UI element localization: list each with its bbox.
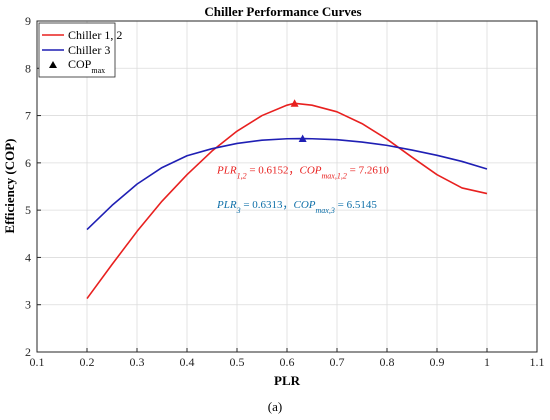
- y-axis-label: Efficiency (COP): [2, 139, 17, 234]
- anno2-eq1: = 0.6313: [241, 199, 283, 211]
- x-tick-label: 0.1: [30, 355, 45, 369]
- y-tick-label: 6: [25, 156, 31, 170]
- anno1-sub2: max,1,2: [322, 171, 347, 180]
- y-tick-label: 7: [25, 109, 31, 123]
- max-marker-chiller-3: [298, 134, 307, 143]
- y-tick-label: 2: [25, 345, 31, 359]
- series-lines: [86, 102, 488, 300]
- x-tick-label: 0.8: [380, 355, 395, 369]
- legend-label-chiller-3: Chiller 3: [68, 43, 110, 57]
- annotation-chiller-1-2: PLR1,2 = 0.6152，COPmax,1,2 = 7.2610: [216, 164, 389, 180]
- anno2-eq2: = 6.5145: [335, 199, 377, 211]
- x-tick-label: 0.7: [330, 355, 345, 369]
- x-tick-label: 0.4: [180, 355, 195, 369]
- y-tick-label: 8: [25, 61, 31, 75]
- anno2-var1: PLR: [216, 199, 237, 211]
- x-tick-label: 1.1: [530, 355, 545, 369]
- anno1-var2: COP: [300, 164, 322, 176]
- anno2-var2: COP: [294, 199, 316, 211]
- max-marker-chiller-1-2: [290, 99, 299, 107]
- anno1-sep: ，: [289, 164, 300, 176]
- x-axis: 0.1 0.2 0.3 0.4 0.5 0.6 0.7 0.8 0.9 1 1.1: [30, 348, 545, 369]
- x-tick-label: 0.6: [280, 355, 295, 369]
- legend-copmax-main: COP: [68, 57, 92, 71]
- anno2-sub1: 3: [236, 205, 241, 214]
- anno2-sub2: max,3: [316, 205, 335, 214]
- figure-caption: (a): [268, 399, 282, 414]
- y-tick-label: 4: [25, 250, 31, 264]
- anno1-sub1: 1,2: [237, 171, 247, 180]
- max-markers: [290, 99, 307, 143]
- legend-copmax-sub: max: [91, 66, 105, 75]
- legend-label-chiller-1-2: Chiller 1, 2: [68, 28, 122, 42]
- y-tick-label: 5: [25, 203, 31, 217]
- anno1-eq1: = 0.6152: [247, 164, 289, 176]
- x-tick-label: 1: [484, 355, 490, 369]
- annotation-chiller-3: PLR3 = 0.6313，COPmax,3 = 6.5145: [216, 199, 377, 215]
- y-axis: 2 3 4 5 6 7 8 9: [25, 14, 41, 359]
- anno1-var1: PLR: [216, 164, 237, 176]
- y-tick-label: 3: [25, 298, 31, 312]
- anno2-sep: ，: [283, 199, 294, 211]
- chart-title: Chiller Performance Curves: [204, 4, 361, 19]
- legend: Chiller 1, 2 Chiller 3 COPmax: [38, 22, 122, 78]
- y-tick-label: 9: [25, 14, 31, 28]
- anno1-eq2: = 7.2610: [347, 164, 389, 176]
- line-chiller-3: [86, 137, 488, 231]
- x-tick-label: 0.9: [430, 355, 445, 369]
- legend-label-copmax: COPmax: [68, 57, 105, 75]
- annotations: PLR1,2 = 0.6152，COPmax,1,2 = 7.2610 PLR3…: [216, 164, 389, 214]
- x-tick-label: 0.3: [130, 355, 145, 369]
- line-chiller-1-2: [86, 102, 488, 300]
- x-tick-label: 0.5: [230, 355, 245, 369]
- legend-triangle-marker: [49, 61, 57, 68]
- x-axis-label: PLR: [274, 373, 301, 388]
- x-tick-label: 0.2: [80, 355, 95, 369]
